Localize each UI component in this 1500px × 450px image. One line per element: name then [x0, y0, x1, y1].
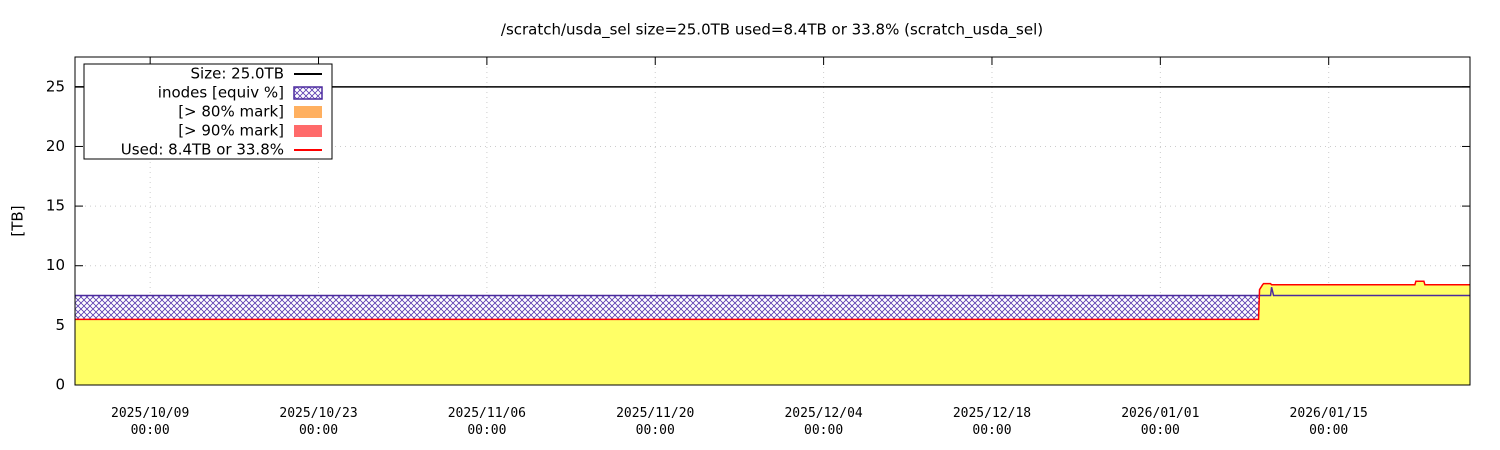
- x-tick-label-line: 2025/12/18: [953, 406, 1031, 421]
- x-tick-label-line: 00:00: [1309, 423, 1348, 438]
- x-tick-label: 2025/11/20 00:00: [616, 406, 694, 438]
- legend-label: [> 80% mark]: [178, 103, 284, 121]
- legend-label: [> 90% mark]: [178, 122, 284, 140]
- y-axis-label: [TB]: [9, 205, 27, 236]
- x-tick-label: 2026/01/01 00:00: [1121, 406, 1199, 438]
- x-tick-label-line: 00:00: [467, 423, 506, 438]
- x-tick-label: 2025/10/09 00:00: [111, 406, 189, 438]
- x-tick-label-line: 00:00: [972, 423, 1011, 438]
- legend-swatch: [294, 106, 322, 118]
- x-tick-label-line: 2025/11/06: [448, 406, 526, 421]
- x-tick-label: 2025/11/06 00:00: [448, 406, 526, 438]
- x-tick-label: 2026/01/15 00:00: [1290, 406, 1368, 438]
- x-tick-label-line: 00:00: [299, 423, 338, 438]
- y-tick-label: 10: [46, 256, 65, 274]
- x-tick-label: 2025/12/18 00:00: [953, 406, 1031, 438]
- plot-frame: [74, 56, 1471, 386]
- x-tick-label-line: 00:00: [1141, 423, 1180, 438]
- used-line: [75, 280, 1470, 321]
- legend-box: [83, 63, 333, 160]
- legend-label: inodes [equiv %]: [158, 84, 284, 102]
- x-tick-label-line: 00:00: [636, 423, 675, 438]
- legend-label: Size: 25.0TB: [191, 65, 284, 83]
- y-tick-label: 5: [55, 316, 65, 334]
- y-tick-label: 0: [55, 376, 65, 394]
- x-tick-label: 2025/10/23 00:00: [279, 406, 357, 438]
- inodes-area: [75, 281, 1470, 320]
- y-tick-label: 25: [46, 77, 65, 95]
- y-tick-label: 20: [46, 137, 65, 155]
- legend-swatch: [294, 125, 322, 137]
- x-tick-label-line: 00:00: [131, 423, 170, 438]
- legend-swatch: [293, 86, 323, 100]
- x-tick-label: 2025/12/04 00:00: [784, 406, 862, 438]
- x-tick-label-line: 2026/01/01: [1121, 406, 1199, 421]
- x-tick-label-line: 00:00: [804, 423, 843, 438]
- chart-title: /scratch/usda_sel size=25.0TB used=8.4TB…: [501, 21, 1043, 40]
- x-tick-label-line: 2025/11/20: [616, 406, 694, 421]
- y-tick-label: 15: [46, 197, 65, 215]
- x-tick-label-line: 2026/01/15: [1290, 406, 1368, 421]
- used-area: [75, 281, 1470, 385]
- legend-label: Used: 8.4TB or 33.8%: [121, 141, 284, 159]
- x-tick-label-line: 2025/12/04: [784, 406, 862, 421]
- x-tick-label-line: 2025/10/23: [279, 406, 357, 421]
- x-tick-label-line: 2025/10/09: [111, 406, 189, 421]
